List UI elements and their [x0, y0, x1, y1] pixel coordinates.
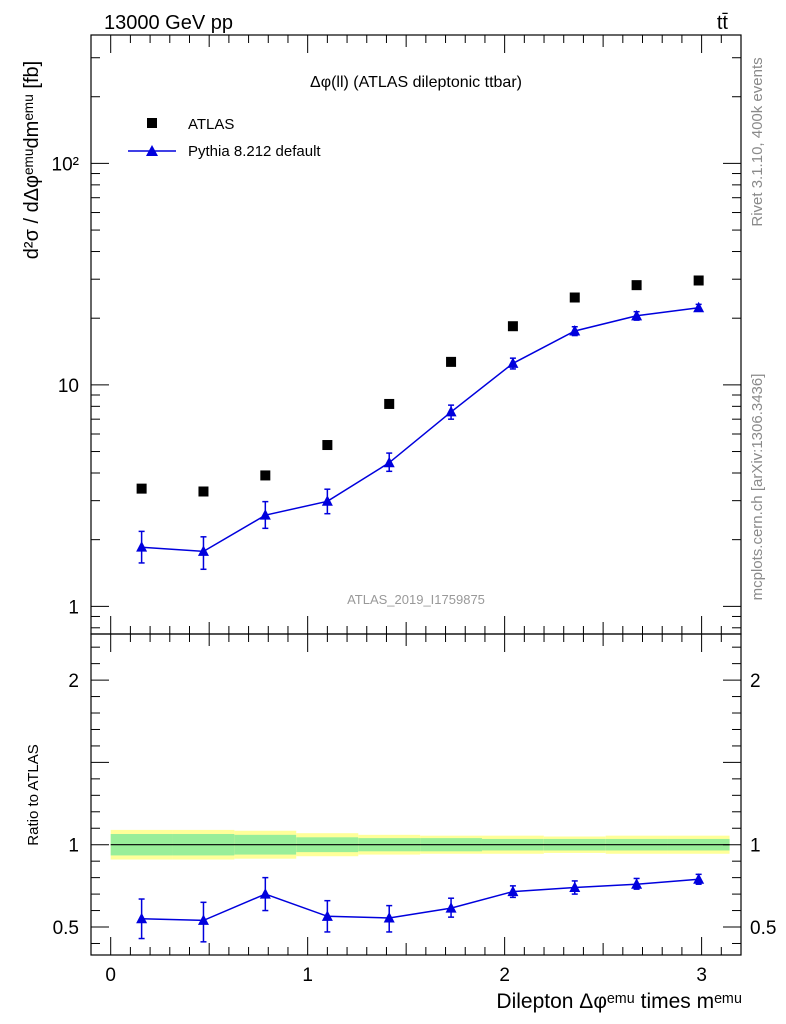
legend: ATLAS Pythia 8.212 default	[128, 116, 321, 160]
legend-marker-mc	[146, 145, 158, 156]
legend-marker-atlas	[147, 118, 157, 128]
atlas-data-point	[322, 440, 333, 451]
ratio-y-tick-label-right: 2	[750, 671, 761, 692]
legend-label-atlas: ATLAS	[188, 116, 234, 133]
ratio-point	[136, 912, 148, 924]
mc-series-line	[141, 306, 699, 553]
x-tick-label: 1	[302, 965, 313, 986]
main-y-tick-label: 1	[68, 597, 79, 618]
ratio-y-tick-label-left: 2	[68, 671, 79, 692]
process-label: tt̄	[717, 12, 729, 34]
ratio-series-line	[141, 878, 699, 922]
atlas-data-point	[198, 486, 209, 497]
ratio-point	[197, 914, 209, 925]
legend-label-mc: Pythia 8.212 default	[188, 143, 321, 160]
atlas-data-point	[569, 292, 580, 303]
main-plot-title: Δφ(ll) (ATLAS dileptonic ttbar)	[310, 74, 522, 91]
ratio-point	[321, 910, 333, 921]
atlas-data-point	[631, 280, 642, 291]
ratio-point	[259, 888, 271, 899]
mc-point	[631, 309, 643, 321]
atlas-data-point	[384, 398, 395, 409]
main-y-tick-label: 10	[58, 376, 79, 397]
atlas-data-point	[136, 483, 147, 494]
ratio-y-tick-label-right: 0.5	[750, 918, 776, 939]
main-y-axis-label: d²σ / dΔφᵉᵐᵘdmᵉᵐᵘ [fb]	[21, 61, 43, 259]
mc-point	[321, 495, 333, 506]
mc-point	[569, 325, 581, 336]
mc-point	[136, 541, 148, 552]
watermark-analysis-id: ATLAS_2019_I1759875	[347, 592, 485, 607]
ratio-point	[631, 878, 643, 889]
source-label: mcplots.cern.ch [arXiv:1306.3436]	[749, 374, 766, 601]
atlas-data-point	[260, 470, 271, 481]
ratio-y-tick-label-left: 0.5	[53, 918, 79, 939]
mc-point	[507, 357, 519, 368]
ratio-point	[445, 902, 457, 913]
x-axis-label: Dilepton Δφᵉᵐᵘ times mᵉᵐᵘ	[496, 990, 742, 1013]
ratio-y-tick-label-left: 1	[68, 836, 79, 857]
mc-point	[445, 405, 457, 417]
x-tick-label: 0	[105, 965, 116, 986]
ratio-point	[693, 873, 705, 884]
ratio-point	[569, 881, 581, 893]
rivet-label: Rivet 3.1.10, 400k events	[749, 57, 766, 226]
mc-point	[197, 545, 209, 556]
main-y-tick-label: 10²	[52, 154, 79, 175]
energy-label: 13000 GeV pp	[104, 12, 233, 34]
x-tick-label: 2	[499, 965, 510, 986]
atlas-data-point	[446, 356, 457, 367]
ratio-y-axis-label: Ratio to ATLAS	[25, 744, 42, 845]
ratio-point	[383, 911, 395, 923]
atlas-data-point	[693, 275, 704, 286]
ratio-frame	[90, 633, 742, 956]
x-tick-label: 3	[696, 965, 707, 986]
ratio-point	[507, 885, 519, 897]
ratio-y-tick-label-right: 1	[750, 836, 761, 857]
mc-point	[259, 509, 271, 520]
atlas-data-point	[507, 321, 518, 332]
mc-point	[693, 301, 705, 313]
mc-point	[383, 456, 395, 468]
